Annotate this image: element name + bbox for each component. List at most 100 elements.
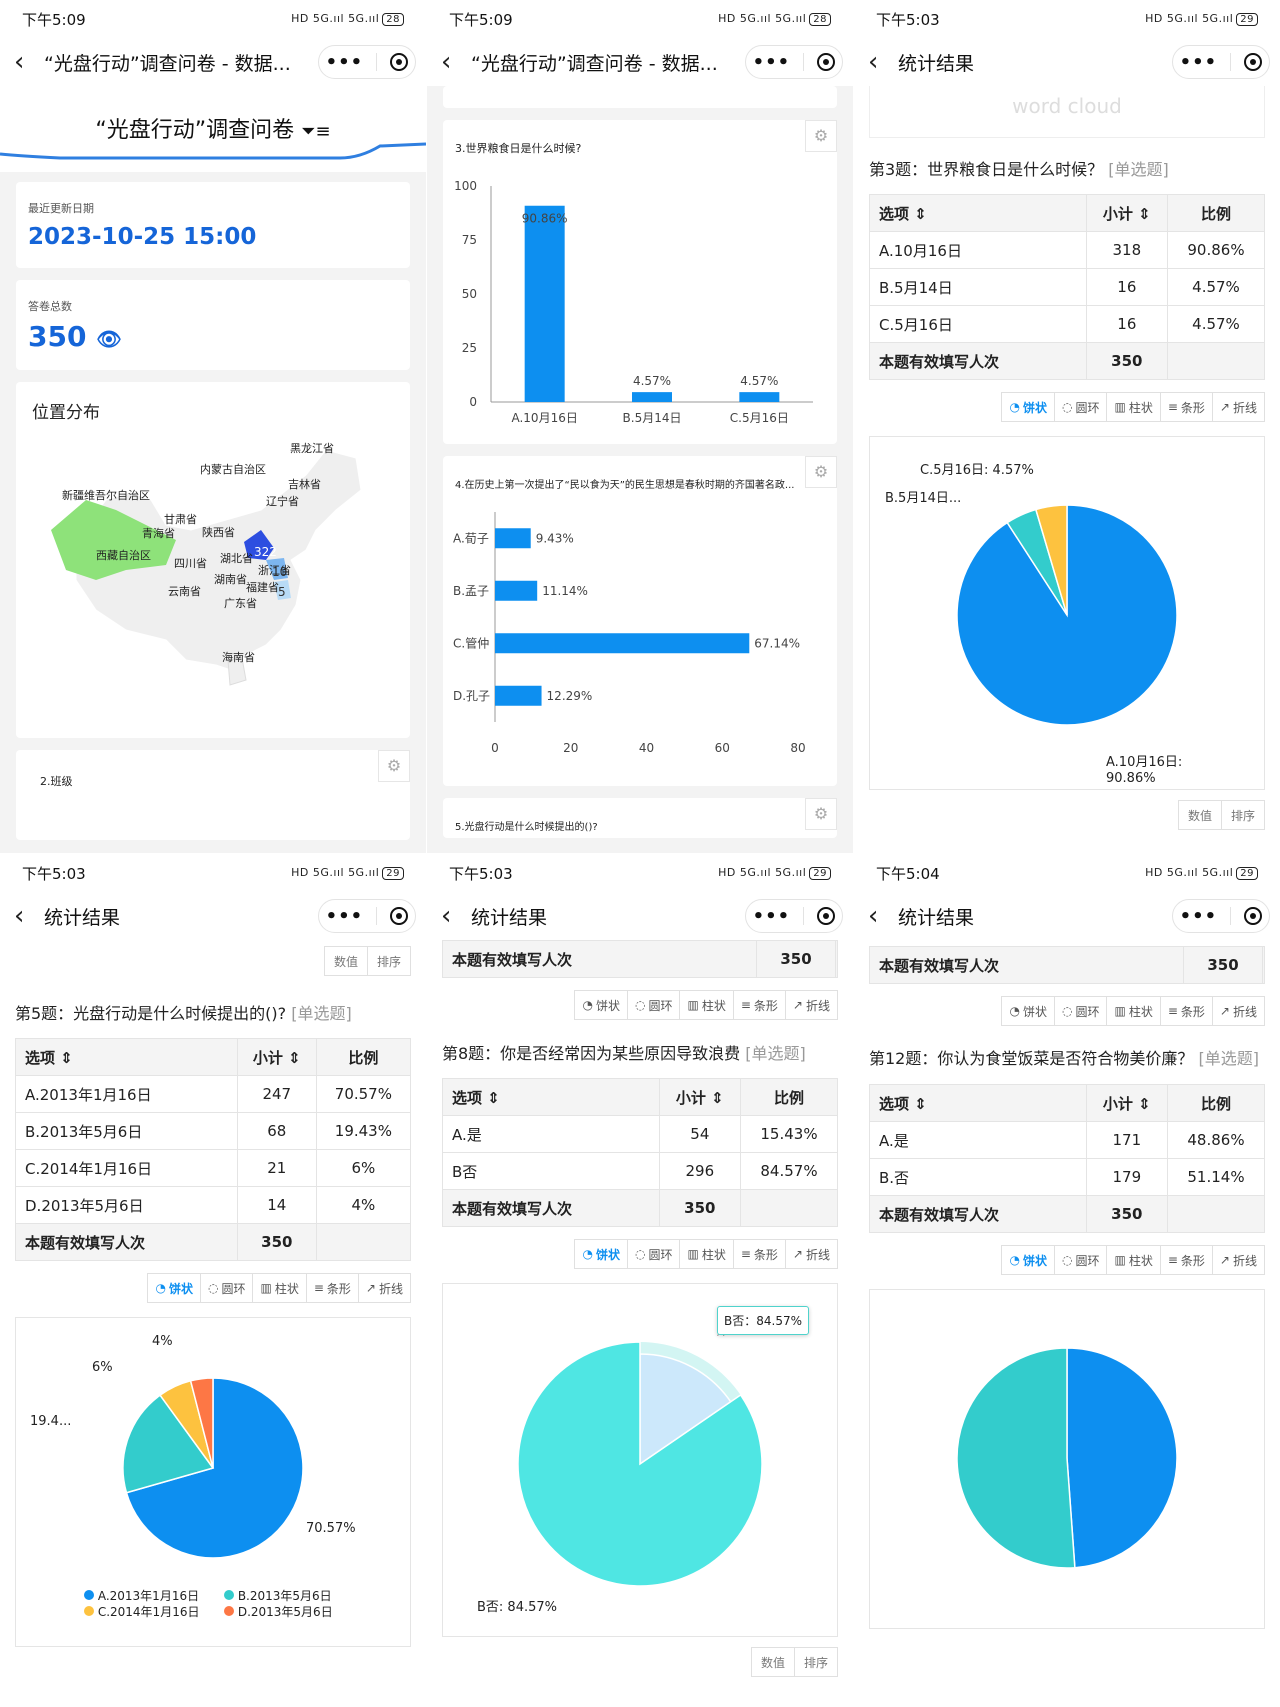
y-tick-label: D.孔子 <box>453 689 490 703</box>
more-icon[interactable]: ••• <box>752 51 791 73</box>
legend-item[interactable]: C.2014年1月16日 <box>84 1604 224 1620</box>
ring-button[interactable]: ◌ 圆环 <box>199 1273 254 1303</box>
more-icon[interactable]: ••• <box>752 905 791 927</box>
nav-bar: ‹ 统计结果 ••• <box>854 892 1280 940</box>
more-icon[interactable]: ••• <box>1179 51 1218 73</box>
line-button[interactable]: ↗ 折线 <box>1211 1245 1265 1275</box>
col-option[interactable]: 选项 ⇕ <box>869 194 1087 232</box>
col-option[interactable]: 选项 ⇕ <box>442 1078 660 1116</box>
bar-button[interactable]: ≡ 条形 <box>1159 996 1213 1026</box>
table-total-row: 本题有效填写人次 350 <box>869 1195 1266 1233</box>
ring-button[interactable]: ◌ 圆环 <box>626 990 681 1020</box>
ring-button[interactable]: ◌ 圆环 <box>1053 996 1108 1026</box>
eye-icon[interactable]: 👁 <box>96 327 122 351</box>
back-icon[interactable]: ‹ <box>14 901 25 931</box>
pie-button[interactable]: ◔ 饼状 <box>1001 996 1055 1026</box>
close-target-icon[interactable] <box>1244 53 1263 71</box>
legend-item[interactable]: A.2013年1月16日 <box>84 1588 224 1604</box>
column-button[interactable]: ▥ 柱状 <box>1106 392 1161 422</box>
bar-button[interactable]: ≡ 条形 <box>305 1273 359 1303</box>
column-button[interactable]: ▥ 柱状 <box>252 1273 307 1303</box>
table-row: D.2013年5月6日 14 4% <box>15 1186 412 1224</box>
pie-chart-box: A.10月16日: 90.86% B.5月14日... C.5月16日: 4.57… <box>869 436 1265 790</box>
panel-overview: 下午5:09 HD 5G.ııl 5G.ııl 28 ‹ “光盘行动”调查问卷 -… <box>0 0 426 853</box>
y-tick-label: 100 <box>454 179 477 193</box>
gear-icon[interactable]: ⚙ <box>805 456 837 488</box>
value-button[interactable]: 数值 <box>1177 800 1222 830</box>
battery-icon: 29 <box>382 867 404 880</box>
bar-button[interactable]: ≡ 条形 <box>1159 392 1213 422</box>
bar-button[interactable]: ≡ 条形 <box>732 1239 786 1269</box>
value-button[interactable]: 数值 <box>323 946 368 976</box>
column-button[interactable]: ▥ 柱状 <box>679 990 734 1020</box>
more-icon[interactable]: ••• <box>325 905 364 927</box>
ring-button[interactable]: ◌ 圆环 <box>1053 1245 1108 1275</box>
map-region-shandong[interactable] <box>266 558 288 580</box>
gear-icon[interactable]: ⚙ <box>805 120 837 152</box>
y-tick-label: C.管仲 <box>453 635 489 650</box>
x-tick-label: 60 <box>715 741 730 755</box>
col-option[interactable]: 选项 ⇕ <box>15 1038 238 1076</box>
pie-button[interactable]: ◔ 饼状 <box>574 990 628 1020</box>
gear-icon[interactable]: ⚙ <box>805 798 837 830</box>
pie-label: 19.4... <box>30 1414 72 1429</box>
back-icon[interactable]: ‹ <box>868 901 879 931</box>
close-target-icon[interactable] <box>817 907 836 925</box>
gear-icon[interactable]: ⚙ <box>378 750 410 782</box>
sort-button[interactable]: 排序 <box>366 946 411 976</box>
col-count[interactable]: 小计 ⇕ <box>658 1078 741 1116</box>
close-target-icon[interactable] <box>390 907 409 925</box>
status-bar: 下午5:03 HD 5G.ııl 5G.ııl 29 <box>854 0 1280 38</box>
pie-button[interactable]: ◔ 饼状 <box>147 1273 201 1303</box>
nav-title: 统计结果 <box>44 906 121 929</box>
table-row: A.是 54 15.43% <box>442 1115 839 1153</box>
more-icon[interactable]: ••• <box>325 51 364 73</box>
pie-button[interactable]: ◔ 饼状 <box>574 1239 628 1269</box>
bar-button[interactable]: ≡ 条形 <box>732 990 786 1020</box>
map-region-jiangsu[interactable] <box>274 580 291 600</box>
close-target-icon[interactable] <box>817 53 836 71</box>
column-button[interactable]: ▥ 柱状 <box>1106 996 1161 1026</box>
ring-button[interactable]: ◌ 圆环 <box>626 1239 681 1269</box>
q2-card: 2.班级 ⚙ <box>16 750 410 840</box>
legend-item[interactable]: B.2013年5月6日 <box>224 1588 364 1604</box>
column-button[interactable]: ▥ 柱状 <box>679 1239 734 1269</box>
pie-button[interactable]: ◔ 饼状 <box>1001 1245 1055 1275</box>
value-button[interactable]: 数值 <box>750 1647 795 1677</box>
ring-button[interactable]: ◌ 圆环 <box>1053 392 1108 422</box>
filter-icon[interactable]: ⏷≡ <box>301 121 331 142</box>
back-icon[interactable]: ‹ <box>441 47 452 77</box>
line-button[interactable]: ↗ 折线 <box>1211 996 1265 1026</box>
sort-button[interactable]: 排序 <box>1220 800 1265 830</box>
panel-q3-stats: 下午5:03 HD 5G.ııl 5G.ııl 29 ‹ 统计结果 ••• wor… <box>854 0 1280 853</box>
line-button[interactable]: ↗ 折线 <box>357 1273 411 1303</box>
line-button[interactable]: ↗ 折线 <box>784 1239 838 1269</box>
col-option[interactable]: 选项 ⇕ <box>869 1084 1087 1122</box>
map-region-xinjiang[interactable] <box>51 500 176 580</box>
close-target-icon[interactable] <box>1244 907 1263 925</box>
pie-slice <box>639 1353 732 1466</box>
back-icon[interactable]: ‹ <box>14 47 25 77</box>
sort-button[interactable]: 排序 <box>793 1647 838 1677</box>
col-count[interactable]: 小计 ⇕ <box>1085 194 1168 232</box>
col-count[interactable]: 小计 ⇕ <box>1085 1084 1168 1122</box>
column-button[interactable]: ▥ 柱状 <box>1106 1245 1161 1275</box>
bar-button[interactable]: ≡ 条形 <box>1159 1245 1213 1275</box>
close-target-icon[interactable] <box>390 53 409 71</box>
more-icon[interactable]: ••• <box>1179 905 1218 927</box>
line-button[interactable]: ↗ 折线 <box>1211 392 1265 422</box>
map-region-hebei[interactable] <box>244 530 274 560</box>
legend-item[interactable]: D.2013年5月6日 <box>224 1604 364 1620</box>
col-count[interactable]: 小计 ⇕ <box>236 1038 317 1076</box>
mini-program-capsule: ••• <box>1172 899 1270 933</box>
back-icon[interactable]: ‹ <box>868 47 879 77</box>
pie-chart-box: 70.57% 19.4... 6% 4% A.2013年1月16日 B.2013… <box>15 1317 411 1647</box>
line-button[interactable]: ↗ 折线 <box>784 990 838 1020</box>
map-card: 位置分布 322 10 5 黑龙江省 内蒙古自治区 吉林省 新疆维吾尔自治区 辽… <box>16 382 410 738</box>
table-row: C.5月16日 16 4.57% <box>869 305 1266 343</box>
back-icon[interactable]: ‹ <box>441 901 452 931</box>
china-map[interactable]: 322 10 5 <box>16 430 396 730</box>
map-label: 浙江省 <box>258 564 291 577</box>
pie-button[interactable]: ◔ 饼状 <box>1001 392 1055 422</box>
status-time: 下午5:03 <box>449 864 513 883</box>
